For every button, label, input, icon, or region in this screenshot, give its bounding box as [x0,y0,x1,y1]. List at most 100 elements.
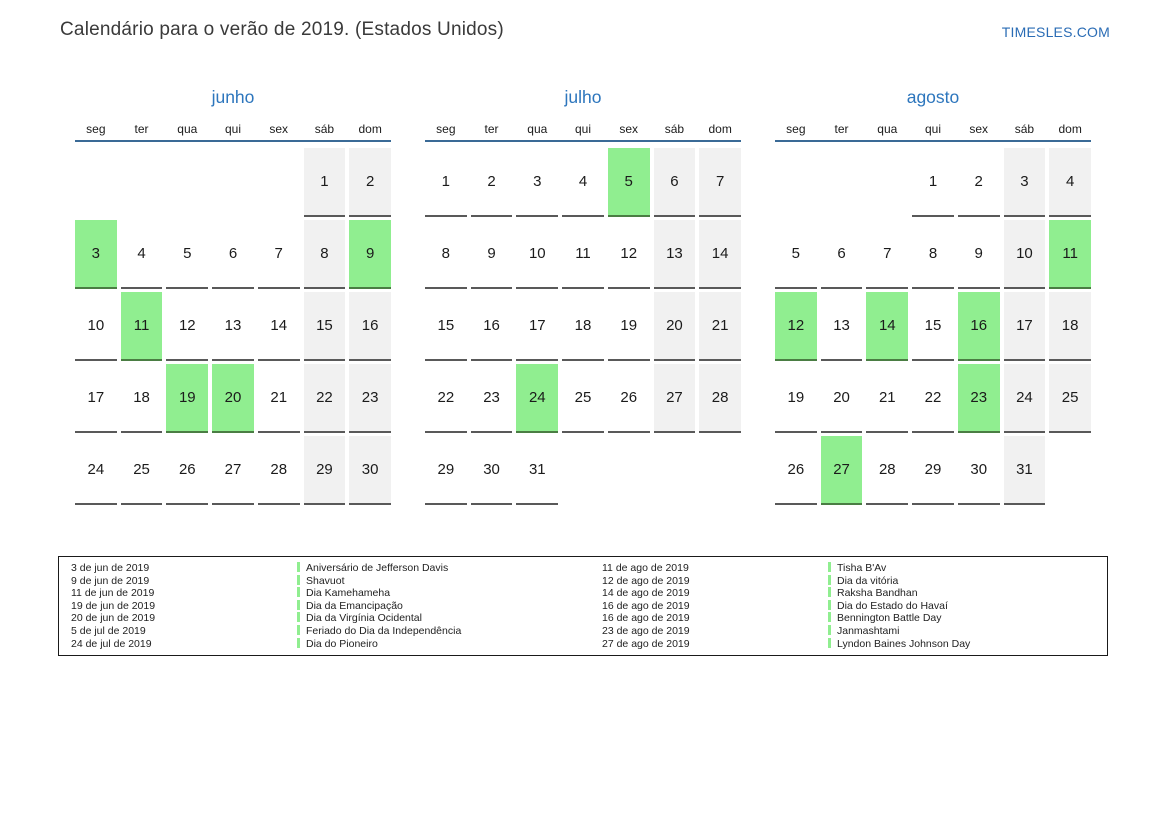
weekday-label: dom [358,122,382,136]
day-cell: 2 [470,148,513,217]
holiday-marker-icon [828,637,831,648]
calendar-junho: junho seg ter qua qui sex sáb dom 1 2 3 4 5 6 7 8 9 10 11 1… [75,82,391,505]
weekday-label: sex [269,122,289,136]
legend-box: 3 de jun de 2019 Aniversário de Jefferson… [58,556,1108,656]
legend-holiday-label: Dia da Virgínia Ocidental [306,612,422,625]
legend-date: 11 de jun de 2019 [71,587,155,600]
legend-holiday: Dia da vitória [828,574,970,588]
day-cell: 5 [775,220,817,289]
empty-cell [654,436,696,505]
day-cell: 21 [866,364,909,433]
legend-holiday-label: Bennington Battle Day [837,612,942,625]
day-cell: 4 [562,148,604,217]
legend-date: 27 de ago de 2019 [602,637,690,650]
weekday-label: qua [877,122,898,136]
day-cell: 8 [425,220,467,289]
holiday-marker-icon [828,599,831,610]
day-cell: 20 [212,364,254,433]
holiday-marker-icon [828,624,831,635]
day-cell: 8 [303,220,346,289]
day-cell: 12 [607,220,650,289]
weekday-header: seg ter qua qui sex sáb dom [775,118,1091,142]
holiday-marker-icon [297,637,300,648]
day-cell: 16 [349,292,391,361]
weekday-label: qua [177,122,198,136]
day-cell: 21 [699,292,741,361]
weekday-header: seg ter qua qui sex sáb dom [75,118,391,142]
days-grid: 1 2 3 4 5 6 7 8 9 10 11 12 13 14 15 16 17 18 19 20 21 22 23 24 2… [775,148,1091,505]
day-cell: 30 [957,436,1000,505]
day-cell: 14 [699,220,741,289]
calendar-julho: julho seg ter qua qui sex sáb dom 1 2 3 4 5 6 7 8 9 10 11 1… [425,82,741,505]
day-cell: 18 [562,292,604,361]
empty-cell [608,436,650,505]
legend-holiday: Dia Kamehameha [297,587,461,600]
legend-holiday: Bennington Battle Day [828,612,970,625]
holiday-marker-icon [828,587,831,598]
day-cell: 22 [912,364,954,433]
calendar-agosto: agosto seg ter qua qui sex sáb dom 1 2 3 4 5 6 7 8 9 10 11… [775,82,1091,505]
holiday-marker-icon [297,587,300,598]
legend-date: 11 de ago de 2019 [602,562,689,574]
legend-column-1: 3 de jun de 2019 Aniversário de Jefferson… [71,562,461,650]
month-title: agosto [906,87,960,107]
day-cell: 26 [775,436,817,505]
day-cell: 11 [1049,220,1091,289]
legend-holiday-label: Raksha Bandhan [837,587,918,600]
day-cell: 5 [166,220,209,289]
weekday-label: ter [834,122,849,136]
legend-date: 5 de jul de 2019 [71,624,146,637]
site-link[interactable]: TIMESLES.COM [1001,24,1110,40]
legend-holiday: Feriado do Dia da Independência [297,624,462,638]
day-cell: 18 [120,364,163,433]
empty-cell [699,436,741,505]
day-cell: 23 [349,364,391,433]
day-cell: 13 [212,292,254,361]
empty-cell [562,436,604,505]
day-cell: 23 [470,364,513,433]
day-cell: 11 [120,292,163,361]
legend-holiday: Dia da Virgínia Ocidental [297,612,461,625]
day-cell: 24 [1003,364,1046,433]
day-cell: 25 [1049,364,1091,433]
day-cell: 31 [516,436,559,505]
day-cell: 4 [120,220,163,289]
holiday-marker-icon [297,612,300,623]
holiday-marker-icon [297,599,300,610]
legend-holiday: Shavuot [297,574,461,588]
day-cell: 12 [775,292,817,361]
day-cell: 14 [257,292,300,361]
day-cell: 22 [303,364,346,433]
legend-holiday-label: Feriado do Dia da Independência [306,624,462,637]
empty-cell [121,148,163,217]
legend-date: 24 de jul de 2019 [71,637,152,650]
weekday-label: qui [924,122,941,136]
day-cell: 15 [912,292,954,361]
legend-holiday-label: Janmashtami [837,624,900,637]
legend-date: 16 de ago de 2019 [602,599,690,612]
legend-holiday: Dia do Estado do Havaí [828,599,970,613]
day-cell: 1 [425,148,467,217]
holiday-marker-icon [297,574,300,585]
day-cell: 2 [957,148,1000,217]
day-cell: 17 [1003,292,1046,361]
weekday-label: seg [786,122,806,136]
weekday-label: dom [1058,122,1082,136]
legend-holiday: Raksha Bandhan [828,587,970,600]
day-cell: 15 [425,292,467,361]
legend-holiday-label: Dia do Estado do Havaí [837,599,948,612]
day-cell: 26 [166,436,209,505]
empty-cell [166,148,208,217]
day-cell: 8 [912,220,954,289]
weekday-label: qui [224,122,241,136]
weekday-label: sex [619,122,639,136]
empty-cell [866,148,908,217]
legend-holiday: Tisha B'Av [828,562,970,575]
day-cell: 16 [470,292,513,361]
empty-cell [212,148,254,217]
day-cell: 10 [516,220,559,289]
legend-date: 14 de ago de 2019 [602,587,690,600]
day-cell: 16 [957,292,1000,361]
page-title: Calendário para o verão de 2019. (Estado… [60,19,504,40]
day-cell: 14 [866,292,909,361]
